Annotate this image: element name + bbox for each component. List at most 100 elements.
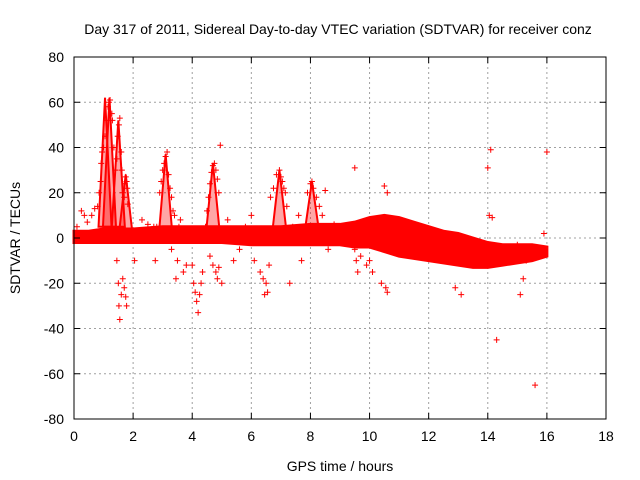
- data-point: [118, 167, 125, 174]
- data-point: [94, 203, 101, 210]
- chart-title: Day 317 of 2011, Sidereal Day-to-day VTE…: [84, 21, 592, 37]
- data-spike: [304, 181, 320, 228]
- data-point: [298, 257, 305, 264]
- data-point: [313, 194, 320, 201]
- data-point: [304, 189, 311, 196]
- data-point: [119, 189, 126, 196]
- data-point: [208, 169, 215, 176]
- data-point: [458, 291, 465, 298]
- data-point: [322, 187, 329, 194]
- data-point: [316, 203, 323, 210]
- data-spike: [271, 170, 288, 228]
- data-point: [152, 257, 159, 264]
- y-tick-label: -80: [44, 411, 64, 427]
- data-point: [540, 230, 547, 237]
- data-point: [114, 133, 121, 140]
- data-point: [116, 115, 123, 122]
- data-point: [167, 185, 174, 192]
- data-point: [172, 275, 179, 282]
- data-point: [198, 280, 205, 287]
- data-point: [123, 302, 130, 309]
- data-point: [283, 203, 290, 210]
- data-point: [161, 160, 168, 167]
- data-point: [325, 246, 332, 253]
- data-point: [156, 189, 163, 196]
- data-point: [382, 284, 389, 291]
- data-point: [224, 216, 231, 223]
- data-point: [121, 194, 128, 201]
- data-point: [289, 223, 296, 230]
- data-point: [190, 280, 197, 287]
- data-point: [159, 167, 166, 174]
- data-points: [73, 96, 550, 389]
- data-point: [381, 182, 388, 189]
- data-point: [115, 121, 122, 128]
- data-point: [204, 207, 210, 214]
- data-point: [276, 167, 283, 174]
- data-point: [193, 298, 200, 305]
- data-point: [165, 171, 172, 178]
- data-band: [72, 213, 549, 269]
- y-tick-label: -20: [44, 275, 64, 291]
- x-tick-label: 14: [480, 428, 496, 444]
- data-point: [168, 246, 175, 253]
- data-point: [363, 262, 370, 269]
- data-point: [171, 212, 178, 219]
- x-tick-label: 10: [362, 428, 378, 444]
- y-tick-label: -60: [44, 366, 64, 382]
- data-point: [144, 221, 151, 228]
- y-tick-label: -40: [44, 321, 64, 337]
- data-band-area: [72, 213, 549, 269]
- data-point: [100, 144, 107, 151]
- data-point: [78, 207, 85, 214]
- data-point: [384, 189, 391, 196]
- data-point: [109, 117, 116, 124]
- data-point: [88, 212, 95, 219]
- data-point: [351, 164, 358, 171]
- data-point: [282, 189, 289, 196]
- data-point: [186, 235, 193, 241]
- data-point: [214, 275, 221, 282]
- x-tick-label: 4: [188, 428, 196, 444]
- data-point: [295, 212, 302, 219]
- data-point: [180, 268, 187, 275]
- data-point: [308, 178, 315, 185]
- data-point: [215, 264, 222, 271]
- axis-ticks: [73, 56, 607, 420]
- data-point: [118, 291, 125, 298]
- data-point: [122, 173, 129, 180]
- data-point: [122, 293, 129, 300]
- data-point: [273, 171, 280, 178]
- data-spike: [110, 120, 126, 228]
- x-tick-label: 16: [539, 428, 555, 444]
- x-axis-label: GPS time / hours: [287, 458, 394, 474]
- data-point: [103, 117, 110, 124]
- data-point: [189, 262, 196, 269]
- data-point: [209, 262, 216, 269]
- data-point: [366, 257, 373, 264]
- data-point: [124, 201, 131, 208]
- y-tick-label: 0: [56, 230, 64, 246]
- data-point: [196, 291, 203, 298]
- data-point: [175, 223, 182, 230]
- data-point: [353, 257, 360, 264]
- data-point: [310, 185, 317, 192]
- data-point: [230, 257, 237, 264]
- data-point: [478, 257, 485, 264]
- data-point: [277, 173, 284, 180]
- data-point: [217, 142, 224, 149]
- data-point: [119, 275, 126, 282]
- y-axis-label: SDTVAR / TECUs: [7, 182, 23, 294]
- data-point: [270, 185, 277, 192]
- data-point: [523, 257, 530, 264]
- data-point: [215, 189, 222, 196]
- data-point: [183, 262, 190, 269]
- data-point: [123, 178, 130, 185]
- data-point: [73, 223, 80, 230]
- data-point: [218, 280, 225, 287]
- data-point: [484, 164, 491, 171]
- data-point: [212, 167, 219, 174]
- data-point: [202, 223, 209, 230]
- y-tick-labels: -80 -60 -40 -20 0 20 40 60 80: [44, 49, 64, 427]
- x-tick-label: 6: [247, 428, 255, 444]
